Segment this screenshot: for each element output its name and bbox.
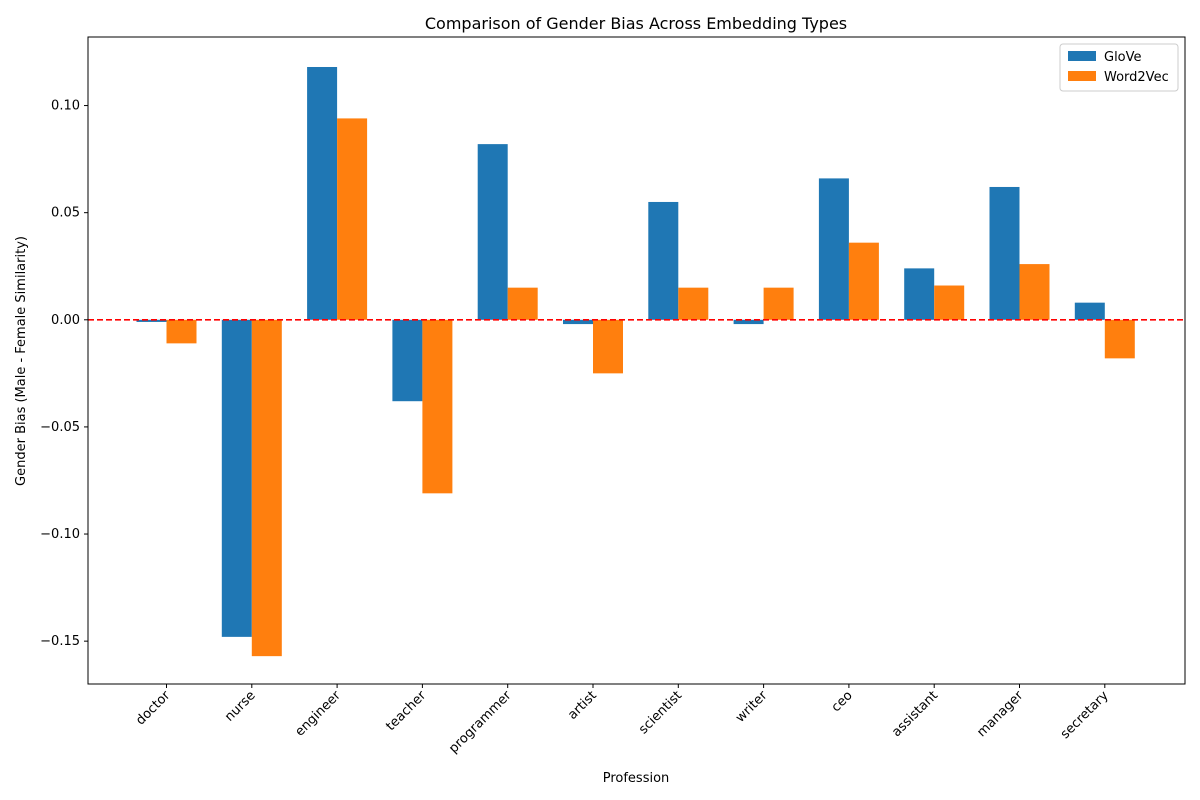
y-tick-label: 0.10	[51, 99, 80, 114]
legend-swatch-glove	[1068, 51, 1096, 61]
bars-group	[136, 66, 1135, 657]
x-tick-label-doctor: doctor	[133, 688, 174, 729]
y-axis-label: Gender Bias (Male - Female Similarity)	[14, 236, 29, 486]
bar-word2vec-scientist	[678, 287, 709, 320]
legend-label-word2vec: Word2Vec	[1104, 70, 1169, 85]
x-tick-label-engineer: engineer	[293, 688, 345, 740]
x-tick-label-programmer: programmer	[446, 688, 515, 757]
bar-glove-scientist	[648, 201, 679, 320]
bar-word2vec-teacher	[422, 319, 453, 494]
legend: GloVe Word2Vec	[1059, 43, 1179, 92]
y-ticks-group: −0.15 −0.10 −0.05 0.00 0.05 0.10	[40, 99, 88, 649]
x-tick-label-manager: manager	[974, 688, 1026, 740]
y-tick-label: 0.00	[51, 313, 80, 328]
bar-glove-doctor	[136, 319, 167, 322]
bar-word2vec-nurse	[251, 319, 282, 657]
bar-word2vec-manager	[1019, 264, 1050, 320]
bar-word2vec-secretary	[1104, 319, 1135, 359]
bar-glove-nurse	[221, 319, 252, 637]
bar-word2vec-programmer	[507, 287, 538, 320]
x-tick-label-assistant: assistant	[889, 688, 941, 740]
bar-word2vec-writer	[763, 287, 794, 320]
x-axis-label: Profession	[603, 771, 670, 786]
x-ticks-group: doctor nurse engineer teacher programmer arti…	[133, 684, 1112, 756]
y-tick-label: 0.05	[51, 206, 80, 221]
bar-word2vec-ceo	[848, 242, 879, 320]
chart-title: Comparison of Gender Bias Across Embeddi…	[425, 14, 847, 33]
legend-swatch-word2vec	[1068, 71, 1096, 81]
x-tick-label-secretary: secretary	[1058, 688, 1112, 742]
bar-glove-programmer	[477, 144, 508, 320]
bar-glove-secretary	[1074, 302, 1105, 320]
x-tick-label-teacher: teacher	[383, 688, 429, 734]
bar-glove-artist	[563, 319, 593, 325]
y-tick-label: −0.05	[40, 420, 80, 435]
axes-group	[87, 36, 1186, 685]
bar-glove-engineer	[307, 66, 338, 320]
y-tick-label: −0.10	[40, 527, 80, 542]
x-tick-label-ceo: ceo	[829, 688, 856, 715]
x-tick-label-artist: artist	[565, 688, 600, 723]
bar-word2vec-assistant	[934, 285, 965, 320]
y-tick-label: −0.15	[40, 634, 80, 649]
bar-glove-ceo	[818, 178, 849, 320]
x-tick-label-nurse: nurse	[222, 688, 258, 724]
x-tick-label-scientist: scientist	[636, 688, 685, 737]
legend-label-glove: GloVe	[1104, 50, 1142, 65]
bar-word2vec-doctor	[166, 319, 197, 344]
plot-frame	[87, 36, 1186, 685]
bar-glove-manager	[989, 186, 1020, 320]
bar-word2vec-engineer	[337, 118, 368, 320]
x-tick-label-writer: writer	[733, 688, 771, 726]
bar-glove-assistant	[904, 268, 935, 320]
bar-glove-teacher	[392, 319, 423, 402]
bar-word2vec-artist	[593, 319, 623, 374]
bar-glove-writer	[733, 319, 764, 325]
